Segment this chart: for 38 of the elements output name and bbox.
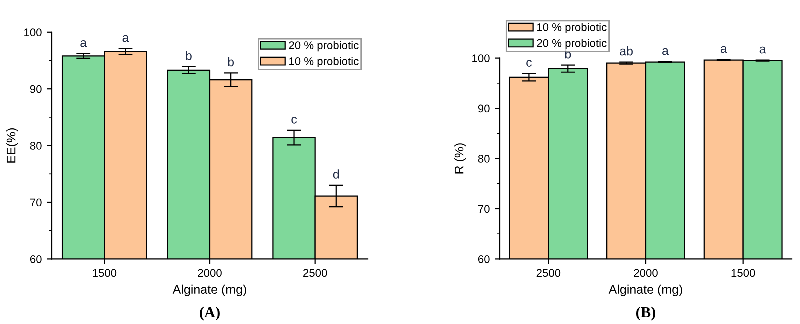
y-tick-label: 100 — [24, 28, 42, 37]
annotation: a — [80, 40, 88, 48]
y-tick-label: 70 — [478, 205, 490, 214]
legend-label: 20 % probiotic — [289, 41, 359, 52]
y-tick-label: 100 — [472, 54, 490, 62]
y-tick-label: 90 — [478, 104, 490, 113]
x-tick-label: 2000 — [198, 269, 222, 278]
annotation: b — [565, 50, 572, 59]
x-tick-label: 2000 — [634, 269, 658, 278]
x-tick-label: 2500 — [536, 269, 561, 278]
x-axis-title: Alginate (mg) — [172, 284, 246, 296]
y-tick-label: 70 — [30, 198, 42, 207]
y-tick-label: 60 — [30, 255, 42, 264]
legend-label: 20 % probiotic — [537, 39, 607, 50]
legend-label: 10 % probiotic — [290, 57, 359, 68]
x-tick-label: 1500 — [93, 269, 117, 278]
annotation: c — [526, 60, 532, 67]
annotation: a — [122, 35, 130, 42]
x-tick-label: 2500 — [304, 269, 328, 278]
text: (B) — [636, 306, 656, 321]
text: (A) — [200, 306, 220, 321]
y-tick-label: 90 — [30, 85, 42, 94]
y-tick-label: 80 — [30, 142, 42, 150]
annotation: b — [186, 51, 192, 60]
annotation: b — [228, 57, 234, 67]
annotation: a — [720, 46, 728, 54]
legend-label: 10 % probiotic — [538, 23, 607, 34]
annotation: a — [760, 46, 766, 54]
x-axis-title: Alginate (mg) — [608, 284, 682, 296]
y-axis-title: R (%) — [454, 144, 466, 174]
y-tick-label: 80 — [478, 155, 490, 163]
y-tick-label: 60 — [478, 255, 490, 264]
annotation: d — [333, 170, 340, 179]
x-tick-label: 1500 — [732, 269, 756, 278]
annotation: a — [662, 48, 669, 56]
annotation: ab — [620, 46, 633, 56]
annotation: c — [292, 117, 298, 124]
y-axis-title: EE(%) — [6, 128, 18, 163]
